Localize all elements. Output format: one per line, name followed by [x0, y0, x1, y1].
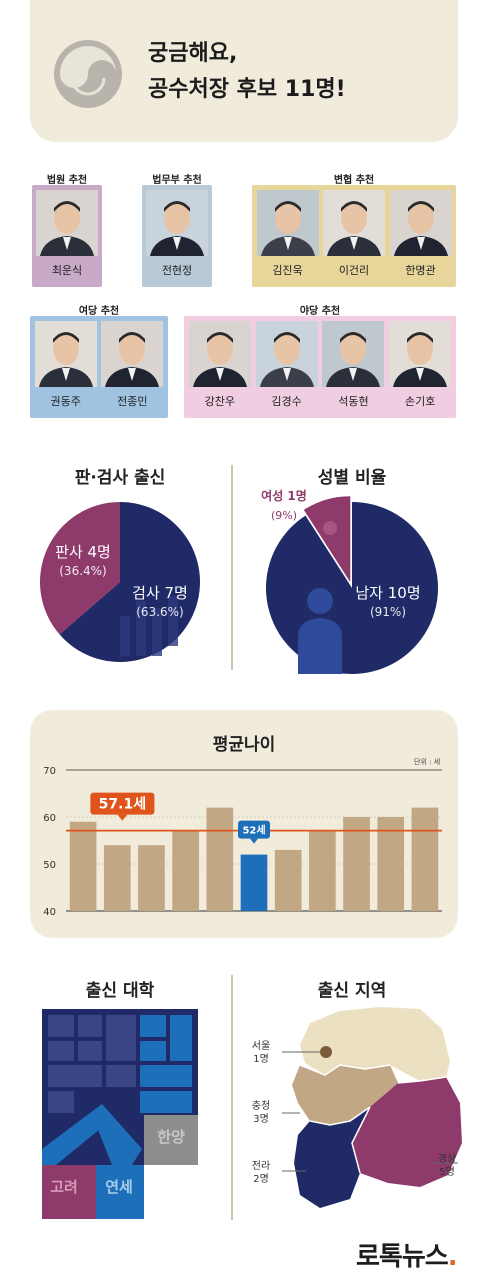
y-tick-label: 60	[43, 813, 56, 824]
region-title: 출신 지역	[317, 981, 387, 1001]
decorative-bar	[152, 608, 162, 656]
female-label: 여성 1명 (9%)	[261, 489, 307, 522]
candidate-photo	[322, 321, 385, 387]
candidate-name: 권동주	[50, 395, 81, 408]
candidate-name: 전현정	[161, 264, 193, 277]
highlight-callout-pointer	[250, 838, 258, 844]
candidate-photo	[255, 321, 318, 387]
average-callout-pointer	[117, 814, 128, 821]
background-title: 판·검사 출신	[74, 468, 166, 488]
decorative-bar	[168, 596, 178, 646]
male-label: 남자 10명 (91%)	[355, 584, 421, 619]
page-title: 궁금해요, 공수처장 후보 11명!	[148, 41, 346, 102]
candidate-name: 석동현	[338, 395, 369, 408]
korea-map	[282, 1007, 462, 1208]
prosecutor-label: 검사 7명 (63.6%)	[132, 584, 188, 619]
age-bar	[206, 807, 234, 911]
candidate-photo	[36, 190, 98, 256]
candidate-photo	[146, 190, 208, 256]
age-bar	[411, 807, 439, 911]
y-tick-label: 40	[43, 907, 56, 918]
candidate-name: 최운식	[51, 264, 83, 277]
age-bar	[138, 845, 165, 911]
decorative-bar	[120, 616, 130, 656]
female-slice	[303, 496, 351, 583]
candidate-name: 이건리	[338, 264, 370, 277]
age-bar	[103, 845, 131, 911]
average-callout	[90, 792, 155, 815]
female-icon	[323, 521, 337, 535]
candidate-photo	[389, 321, 452, 387]
region-gyeongsang-label: 경상 5명	[437, 1154, 457, 1178]
region-jeolla-label: 전라 2명	[251, 1161, 271, 1185]
highlight-label: 52세	[242, 824, 265, 837]
header-banner: 궁금해요, 공수처장 후보 11명!	[30, 0, 458, 142]
judge-label: 판사 4명 (36.4%)	[55, 543, 111, 578]
candidate-name: 손기호	[405, 395, 436, 408]
y-tick-label: 70	[43, 766, 56, 777]
candidate-photo	[101, 321, 164, 387]
age-panel: 평균나이 단위 : 세 40 50 60 70 57.1세 52세	[30, 710, 458, 938]
group-label: 변협 추천	[333, 175, 375, 186]
unit-label: 단위 : 세	[414, 758, 441, 766]
yonsei-label: 연세	[105, 1178, 133, 1196]
candidate-photo	[256, 190, 319, 256]
section-divider	[231, 465, 233, 670]
group-label: 법무부 추천	[152, 175, 202, 186]
age-bar-chart: 40 50 60 70 57.1세 52세	[43, 766, 442, 918]
age-bar	[172, 831, 199, 911]
candidate-photo	[188, 321, 251, 387]
section-divider-2	[231, 975, 233, 1220]
highlight-callout	[238, 820, 270, 839]
age-bar	[240, 854, 268, 911]
person-body-icon	[298, 618, 342, 674]
hanyang-label: 한양	[157, 1128, 185, 1146]
candidate-name: 한명관	[405, 264, 436, 277]
age-bar	[309, 831, 336, 911]
group-label: 법원 추천	[46, 175, 88, 186]
gender-title: 성별 비율	[317, 468, 387, 488]
taegeuk-emblem-icon	[54, 40, 122, 108]
candidate-name: 강찬우	[204, 395, 235, 408]
background-pie-chart	[40, 502, 200, 662]
region-seoul-label: 서울 1명	[251, 1041, 271, 1065]
age-chart-title: 평균나이	[212, 735, 276, 755]
candidate-photo	[34, 321, 97, 387]
region-chungcheong-label: 충청 3명	[251, 1101, 271, 1125]
candidate-name: 김진욱	[272, 264, 303, 277]
decorative-bar	[136, 601, 146, 656]
age-bar	[274, 849, 302, 911]
candidate-name: 전종민	[117, 395, 148, 408]
age-bar	[343, 817, 370, 911]
y-tick-label: 50	[43, 860, 56, 871]
average-label: 57.1세	[99, 797, 146, 813]
age-bar	[377, 817, 405, 911]
university-title: 출신 대학	[85, 981, 155, 1001]
university-graphic: 한양 고려 연세	[42, 1009, 198, 1219]
candidate-photo	[323, 190, 385, 256]
candidate-photo	[389, 190, 452, 256]
prosecutor-slice	[59, 502, 200, 662]
brand-logo: 로톡뉴스.	[356, 1242, 458, 1272]
person-icon	[307, 588, 333, 614]
judge-slice	[40, 502, 121, 635]
candidate-name: 김경수	[271, 395, 302, 408]
gender-pie-chart	[266, 496, 438, 674]
group-label: 여당 추천	[78, 306, 120, 317]
age-bar	[69, 821, 97, 911]
korea-label: 고려	[50, 1178, 78, 1196]
group-label: 야당 추천	[299, 306, 341, 317]
